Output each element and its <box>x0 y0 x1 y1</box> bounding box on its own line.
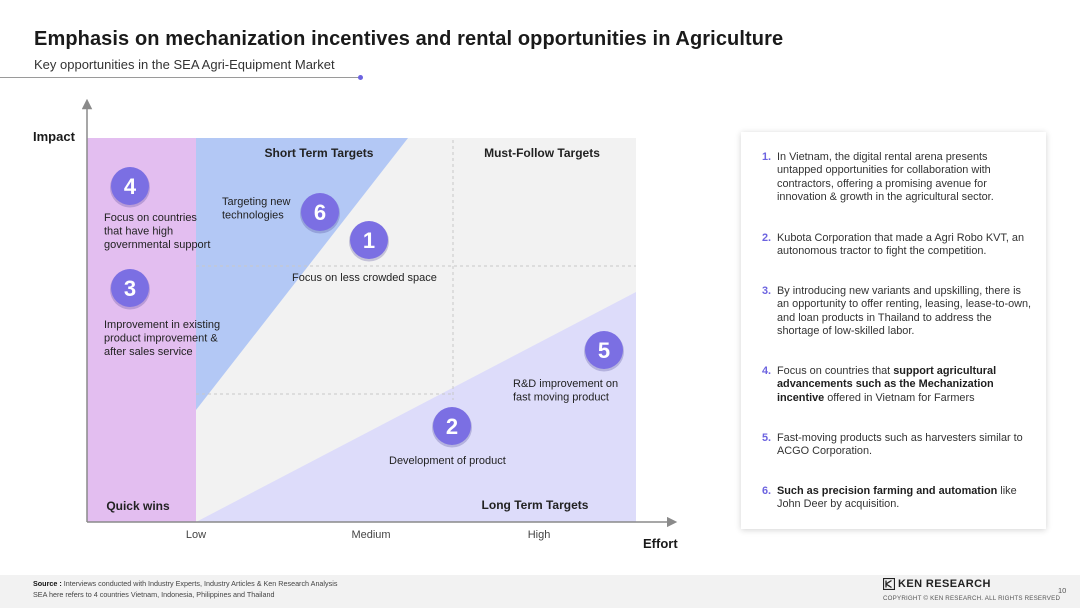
slide-title: Emphasis on mechanization incentives and… <box>34 28 784 50</box>
opportunity-2: 2 Development of product <box>389 407 506 467</box>
opportunity-label-line: product improvement & <box>104 332 218 344</box>
opportunity-label-line: Improvement in existing <box>104 319 220 331</box>
opportunity-detail-number: 6. <box>762 485 772 497</box>
opportunity-6: 6 Targeting new technologies <box>222 193 340 234</box>
opportunity-detail-segment: Kubota Corporation that made a Agri Robo… <box>777 232 1025 258</box>
opportunity-label-line: Development of product <box>389 455 506 467</box>
opportunity-bubble <box>585 331 623 369</box>
opportunity-detail-item: 5. Fast-moving products such as harvester… <box>762 432 1034 459</box>
opportunity-bubble <box>433 407 471 445</box>
page-number: 10 <box>1058 586 1067 595</box>
opportunity-detail-text: In Vietnam, the digital rental arena pre… <box>777 151 1034 204</box>
opportunity-5: 5 R&D improvement on fast moving product <box>513 331 624 403</box>
opportunity-detail-item: 3. By introducing new variants and upskil… <box>762 285 1034 338</box>
opportunity-label-line: that have high <box>104 225 173 237</box>
brand-logo: KEN RESEARCH <box>883 578 991 590</box>
opportunity-bubble <box>111 269 149 307</box>
region-note: SEA here refers to 4 countries Vietnam, … <box>33 589 275 599</box>
opportunity-label-line: Targeting new <box>222 196 291 208</box>
copyright-text: COPYRIGHT © KEN RESEARCH. ALL RIGHTS RES… <box>883 595 1061 602</box>
subtitle-divider <box>0 77 361 78</box>
opportunity-label-line: Focus on less crowded space <box>292 272 437 284</box>
opportunity-detail-item: 1. In Vietnam, the digital rental arena p… <box>762 151 1034 204</box>
x-tick-low: Low <box>186 529 206 541</box>
quick-wins-region <box>87 138 196 522</box>
y-axis-label: Impact <box>33 129 76 144</box>
opportunity-detail-number: 3. <box>762 285 772 297</box>
opportunity-detail-text: Such as precision farming and automation… <box>777 485 1034 512</box>
opportunity-detail-highlight: support agricultural advancements such a… <box>777 365 997 404</box>
opportunity-detail-segment: Focus on countries that <box>777 365 894 377</box>
opportunity-3: 3 Improvement in existing product improvem… <box>104 269 220 358</box>
opportunity-detail-number: 2. <box>762 232 772 244</box>
opportunity-bubble <box>350 221 388 259</box>
slide-subtitle: Key opportunities in the SEA Agri-Equipm… <box>34 57 335 72</box>
opportunity-detail-text: By introducing new variants and upskilli… <box>777 285 1034 338</box>
opportunity-bubble <box>301 193 339 231</box>
opportunity-number: 6 <box>314 200 326 225</box>
opportunity-number: 4 <box>124 174 137 199</box>
opportunity-detail-item: 4. Focus on countries that support agricu… <box>762 365 1034 405</box>
opportunity-label: Targeting new technologies <box>222 196 291 221</box>
opportunity-details-panel: 1. In Vietnam, the digital rental arena p… <box>741 132 1046 529</box>
subtitle-divider-dot <box>358 74 363 80</box>
quadrant-label-quick-wins: Quick wins <box>106 499 170 513</box>
opportunity-bubble <box>111 167 149 205</box>
quadrant-label-short-term: Short Term Targets <box>265 146 374 160</box>
opportunity-label-line: fast moving product <box>513 391 609 403</box>
opportunity-label: Focus on less crowded space <box>292 272 437 284</box>
quadrant-label-must-follow: Must-Follow Targets <box>484 146 600 160</box>
opportunity-number: 2 <box>446 414 458 439</box>
footer-bar <box>0 575 1080 608</box>
opportunity-detail-segment: offered in Vietnam for Farmers <box>824 391 975 404</box>
long-term-region <box>196 292 636 522</box>
opportunity-4: 4 Focus on countries that have high governm… <box>104 167 210 251</box>
opportunity-label-line: technologies <box>222 209 284 221</box>
opportunity-detail-text: Focus on countries that support agricult… <box>777 365 1034 405</box>
ken-research-logo-icon <box>883 578 895 590</box>
quadrant-label-long-term: Long Term Targets <box>482 498 589 512</box>
opportunity-label-line: after sales service <box>104 346 193 358</box>
opportunity-detail-segment: Fast-moving products such as harvesters … <box>777 432 1023 458</box>
opportunity-detail-item: 2. Kubota Corporation that made a Agri Ro… <box>762 232 1034 259</box>
x-tick-high: High <box>528 529 551 541</box>
opportunity-detail-segment: like John Deer by acquisition. <box>777 485 1017 511</box>
opportunity-detail-segment: In Vietnam, the digital rental arena pre… <box>777 151 994 203</box>
opportunity-label-line: Focus on countries <box>104 212 197 224</box>
opportunity-label-line: R&D improvement on <box>513 378 618 390</box>
opportunity-number: 3 <box>124 276 136 301</box>
opportunity-detail-number: 5. <box>762 432 772 444</box>
opportunity-label-line: governmental support <box>104 239 210 251</box>
source-label: Source : <box>33 579 62 588</box>
opportunity-label: Focus on countries that have high governme… <box>104 212 210 251</box>
x-axis-label: Effort <box>643 536 678 551</box>
brand-name: KEN RESEARCH <box>898 578 991 590</box>
source-text: Interviews conducted with Industry Exper… <box>61 579 338 588</box>
opportunity-number: 1 <box>363 228 375 253</box>
opportunity-label: Improvement in existing product improveme… <box>104 319 220 358</box>
opportunity-number: 5 <box>598 338 610 363</box>
opportunity-1: 1 Focus on less crowded space <box>292 221 437 284</box>
opportunity-detail-item: 6. Such as precision farming and automati… <box>762 485 1034 512</box>
opportunity-detail-text: Fast-moving products such as harvesters … <box>777 432 1034 459</box>
source-note: Source : Interviews conducted with Indus… <box>33 579 337 600</box>
x-tick-medium: Medium <box>351 529 390 541</box>
opportunity-detail-segment: By introducing new variants and upskilli… <box>777 285 1032 337</box>
opportunity-layer: 4 Focus on countries that have high governm… <box>104 167 624 467</box>
impact-effort-matrix: Impact Effort Low Medium High Short Term… <box>33 98 678 551</box>
short-term-region <box>196 138 408 410</box>
opportunity-detail-number: 1. <box>762 151 772 163</box>
opportunity-label: R&D improvement on fast moving product <box>513 378 618 403</box>
opportunity-detail-number: 4. <box>762 365 772 377</box>
opportunity-detail-highlight: Such as precision farming and automation <box>777 485 998 497</box>
opportunity-label: Development of product <box>389 455 506 467</box>
opportunity-detail-text: Kubota Corporation that made a Agri Robo… <box>777 232 1034 259</box>
